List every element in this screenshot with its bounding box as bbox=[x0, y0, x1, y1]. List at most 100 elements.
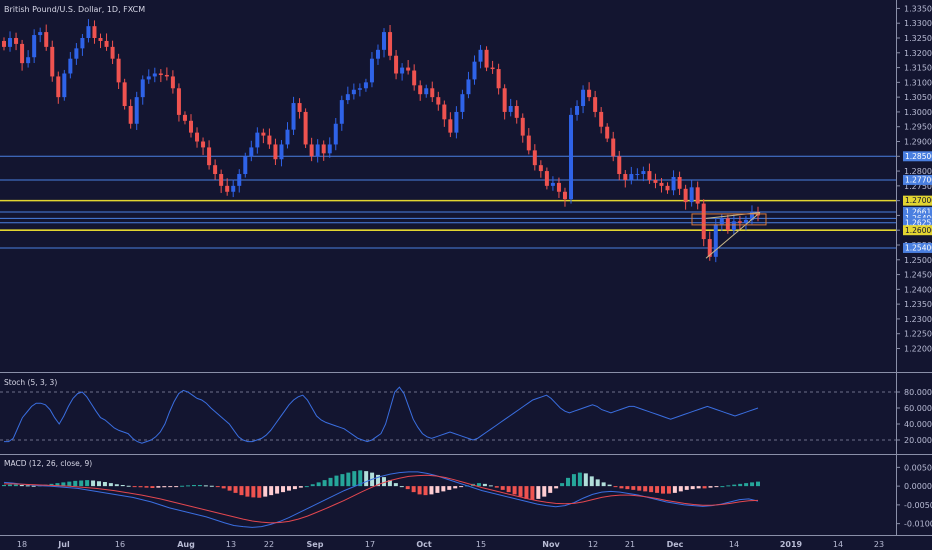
macd-histogram-bar bbox=[613, 486, 618, 488]
macd-tick-label: -0.0100 bbox=[904, 520, 932, 529]
candle-body bbox=[400, 67, 405, 74]
macd-histogram-bar bbox=[138, 486, 143, 488]
macd-histogram-bar bbox=[714, 486, 719, 488]
macd-histogram-bar bbox=[55, 483, 60, 487]
candle-body bbox=[213, 165, 218, 175]
macd-histogram-bar bbox=[126, 485, 131, 487]
time-tick-label: Sep bbox=[307, 540, 324, 549]
candle-body bbox=[737, 221, 742, 223]
candle-body bbox=[201, 141, 206, 148]
macd-histogram-bar bbox=[500, 486, 505, 490]
candle-body bbox=[164, 74, 169, 77]
macd-histogram-bar bbox=[423, 486, 428, 496]
stoch-tick-label: 60.0000 bbox=[904, 404, 932, 413]
candle-body bbox=[267, 135, 272, 145]
macd-histogram-bar bbox=[625, 486, 630, 490]
candle-body bbox=[110, 46, 115, 59]
support-trendline bbox=[705, 212, 761, 259]
macd-histogram-bar bbox=[85, 480, 90, 487]
macd-tick-label: 0.0000 bbox=[904, 482, 932, 491]
candle-body bbox=[207, 147, 212, 166]
candle-body bbox=[671, 176, 676, 191]
macd-histogram-bar bbox=[441, 486, 446, 492]
macd-histogram-bar bbox=[696, 486, 701, 489]
candle-body bbox=[725, 218, 730, 231]
macd-histogram-bar bbox=[180, 485, 185, 487]
candle-body bbox=[707, 239, 712, 257]
macd-histogram-bar bbox=[512, 486, 517, 495]
candle-body bbox=[526, 135, 531, 151]
price-tick-label: 1.28000 bbox=[904, 167, 932, 176]
macd-histogram-bar bbox=[666, 486, 671, 494]
candle-body bbox=[569, 114, 574, 200]
candle-body bbox=[562, 191, 567, 200]
time-tick-label: 23 bbox=[874, 540, 884, 549]
macd-histogram-bar bbox=[364, 471, 369, 487]
macd-histogram-bar bbox=[19, 485, 24, 487]
candle-body bbox=[279, 144, 284, 160]
price-line-tag-label: 1.27000 bbox=[905, 196, 932, 205]
candle-body bbox=[20, 43, 25, 64]
time-tick-label: 18 bbox=[17, 540, 27, 549]
stoch-axis: 80.0000 60.0000 40.0000 20.0000 bbox=[896, 388, 932, 445]
macd-histogram-bar bbox=[310, 484, 315, 487]
macd-histogram-bar bbox=[245, 486, 250, 497]
price-tick-label: 1.23000 bbox=[904, 315, 932, 324]
macd-histogram-bar bbox=[31, 485, 36, 487]
stoch-panel[interactable]: Stoch (5, 3, 3) 80.0000 60.0000 40.0000 20.… bbox=[0, 378, 932, 445]
macd-histogram-bar bbox=[340, 474, 345, 487]
macd-histogram-bar bbox=[435, 486, 440, 493]
candle-body bbox=[369, 58, 374, 83]
macd-histogram-bar bbox=[144, 486, 149, 488]
macd-panel[interactable]: MACD (12, 26, close, 9) 0.0050 0.0000 -0.0… bbox=[2, 459, 932, 529]
candle-body bbox=[14, 38, 19, 44]
macd-histogram-bar bbox=[358, 470, 363, 487]
candle-body bbox=[219, 174, 224, 186]
candle-body bbox=[104, 40, 109, 47]
candle-body bbox=[134, 97, 139, 124]
price-panel[interactable]: British Pound/U.S. Dollar, 1D, FXCM 1.33… bbox=[0, 4, 932, 353]
macd-histogram-bar bbox=[560, 483, 565, 487]
candle-body bbox=[182, 114, 187, 121]
candle-body bbox=[297, 103, 302, 112]
candle-body bbox=[520, 117, 525, 136]
candle-body bbox=[50, 46, 55, 77]
range-box bbox=[691, 213, 767, 226]
macd-histogram-bar bbox=[132, 486, 137, 488]
macd-histogram-bar bbox=[506, 486, 511, 493]
macd-histogram-bar bbox=[571, 474, 576, 487]
price-tick-label: 1.29000 bbox=[904, 137, 932, 146]
candle-body bbox=[56, 76, 61, 98]
time-tick-label: 2019 bbox=[780, 540, 803, 549]
candle-body bbox=[152, 73, 157, 77]
macd-histogram-bar bbox=[542, 486, 547, 497]
price-line-tag bbox=[903, 195, 932, 206]
macd-histogram-bar bbox=[269, 486, 274, 496]
candle-body bbox=[303, 111, 308, 145]
price-line-tag bbox=[903, 225, 932, 236]
candle-body bbox=[80, 38, 85, 49]
candle-body bbox=[188, 120, 193, 133]
candle-body bbox=[448, 119, 453, 133]
macd-histogram-bar bbox=[150, 486, 155, 488]
macd-histogram-bar bbox=[67, 481, 72, 487]
macd-histogram-bar bbox=[601, 482, 606, 487]
candle-body bbox=[454, 111, 459, 133]
macd-signal-line bbox=[4, 474, 759, 524]
macd-histogram-bar bbox=[744, 483, 749, 487]
price-tick-label: 1.23500 bbox=[904, 300, 932, 309]
candle-body bbox=[629, 174, 634, 180]
price-tick-label: 1.27500 bbox=[904, 182, 932, 191]
candle-body bbox=[556, 182, 561, 192]
macd-histogram-bar bbox=[227, 486, 232, 491]
macd-histogram-bar bbox=[102, 482, 107, 487]
candle-body bbox=[225, 185, 230, 192]
macd-histogram-bar bbox=[197, 485, 202, 487]
macd-histogram-bar bbox=[186, 485, 191, 487]
macd-histogram-bar bbox=[387, 480, 392, 487]
candle-body bbox=[116, 58, 121, 83]
candle-body bbox=[44, 32, 49, 47]
candle-body bbox=[538, 165, 543, 172]
candle-body bbox=[26, 57, 31, 64]
candle-body bbox=[665, 185, 670, 191]
